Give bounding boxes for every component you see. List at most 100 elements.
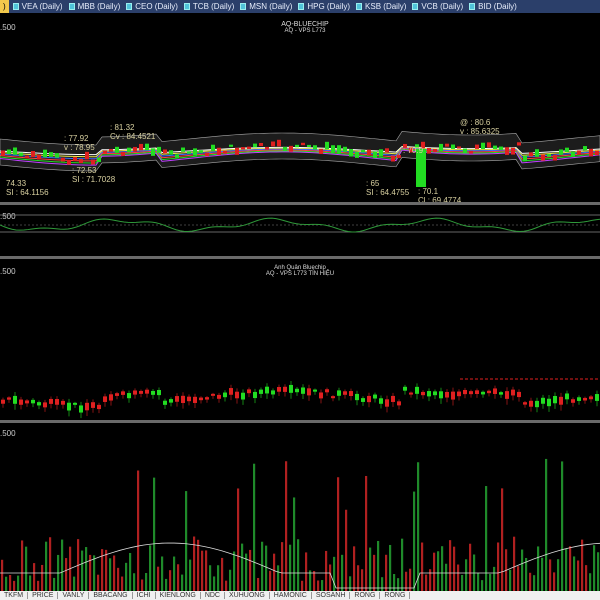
candle bbox=[181, 395, 185, 404]
candle bbox=[373, 151, 377, 159]
tab-label: MBB (Daily) bbox=[77, 2, 121, 11]
volume-bar bbox=[549, 559, 552, 591]
sheet-tab[interactable]: HAMONIC bbox=[270, 592, 312, 599]
volume-bar bbox=[353, 546, 356, 591]
tab-vcb[interactable]: VCB (Daily) bbox=[412, 2, 463, 11]
volume-bar bbox=[325, 550, 328, 591]
volume-bar bbox=[393, 574, 396, 591]
sheet-tab[interactable]: KIENLONG bbox=[156, 592, 201, 599]
candle bbox=[481, 142, 485, 150]
chart-icon bbox=[126, 3, 133, 10]
candle bbox=[571, 399, 575, 403]
tab-ceo[interactable]: CEO (Daily) bbox=[126, 2, 178, 11]
candle bbox=[49, 152, 53, 157]
pane-splitter[interactable] bbox=[0, 420, 600, 423]
candle bbox=[79, 158, 83, 164]
sheet-tab[interactable]: TKFM bbox=[0, 592, 29, 599]
volume-bar bbox=[465, 559, 468, 591]
sheet-tab[interactable]: XUHUONG bbox=[225, 592, 270, 599]
level-label: .500 bbox=[0, 267, 16, 276]
candle bbox=[583, 397, 587, 401]
volume-bar bbox=[233, 551, 236, 591]
candle bbox=[559, 396, 563, 405]
candle bbox=[361, 149, 365, 153]
candle bbox=[565, 147, 569, 153]
candle bbox=[259, 142, 263, 146]
volume-bar bbox=[501, 488, 504, 591]
volume-bar bbox=[121, 576, 124, 591]
candle bbox=[211, 393, 215, 396]
candle bbox=[397, 401, 401, 406]
volume-bar bbox=[221, 557, 224, 591]
sheet-tab[interactable]: PRICE bbox=[28, 592, 59, 599]
candle bbox=[523, 402, 527, 405]
candle bbox=[439, 391, 443, 399]
tab-bid[interactable]: BID (Daily) bbox=[469, 2, 517, 11]
sheet-tab[interactable]: NDC bbox=[201, 592, 225, 599]
volume-bar bbox=[453, 546, 456, 591]
tab-current[interactable]: ) bbox=[0, 0, 9, 13]
candle bbox=[7, 397, 11, 400]
tab-label: HPG (Daily) bbox=[307, 2, 351, 11]
candle bbox=[349, 149, 353, 157]
volume-bar bbox=[285, 461, 288, 591]
volume-bar bbox=[9, 574, 12, 591]
volume-bar bbox=[545, 458, 548, 591]
candle bbox=[13, 147, 17, 155]
tab-label: MSN (Daily) bbox=[249, 2, 293, 11]
volume-bar bbox=[541, 557, 544, 591]
volume-bar bbox=[289, 544, 292, 591]
volume-bar bbox=[21, 540, 24, 591]
sheet-tab-bar: TKFM PRICE VANLY BBACANG ICHI KIENLONG N… bbox=[0, 591, 600, 600]
volume-bar bbox=[337, 477, 340, 591]
volume-bar bbox=[569, 546, 572, 591]
volume-bar bbox=[425, 574, 428, 591]
volume-bar bbox=[585, 565, 588, 591]
price-pane[interactable]: .500 AQ-BLUECHIP AQ - VPS L773 74.33 SI : … bbox=[0, 13, 600, 205]
tab-tcb[interactable]: TCB (Daily) bbox=[183, 2, 234, 11]
sheet-tab[interactable]: RONG bbox=[350, 592, 381, 599]
candle bbox=[475, 144, 479, 149]
tab-hpg[interactable]: HPG (Daily) bbox=[298, 2, 350, 11]
candle bbox=[547, 153, 551, 157]
tab-mbb[interactable]: MBB (Daily) bbox=[68, 2, 121, 11]
volume-bar bbox=[25, 546, 28, 591]
sheet-tab[interactable]: RONG bbox=[380, 592, 411, 599]
pane-splitter[interactable] bbox=[0, 256, 600, 259]
candle bbox=[289, 384, 293, 393]
candle bbox=[361, 398, 365, 402]
candle bbox=[31, 151, 35, 158]
candle bbox=[169, 399, 173, 403]
oscillator-pane[interactable]: .500 bbox=[0, 205, 600, 256]
candle bbox=[115, 393, 119, 396]
sheet-tab[interactable]: VANLY bbox=[58, 592, 90, 599]
sheet-tab[interactable]: SOSANH bbox=[312, 592, 351, 599]
candle bbox=[577, 150, 581, 155]
pane-splitter[interactable] bbox=[0, 202, 600, 205]
candle bbox=[37, 402, 41, 406]
candle bbox=[19, 399, 23, 405]
candle bbox=[571, 151, 575, 157]
volume-pane[interactable]: .500 bbox=[0, 423, 600, 591]
volume-bar bbox=[345, 509, 348, 591]
candle bbox=[67, 402, 71, 411]
sheet-tab[interactable]: BBACANG bbox=[89, 592, 133, 599]
candle bbox=[421, 141, 425, 149]
volume-bar bbox=[509, 569, 512, 591]
volume-bar bbox=[133, 573, 136, 591]
candle bbox=[445, 391, 449, 398]
tab-msn[interactable]: MSN (Daily) bbox=[240, 2, 292, 11]
tab-vea[interactable]: VEA (Daily) bbox=[12, 2, 63, 11]
volume-bar bbox=[177, 564, 180, 591]
tab-ksb[interactable]: KSB (Daily) bbox=[356, 2, 406, 11]
volume-bar bbox=[81, 550, 84, 591]
volume-bar bbox=[557, 559, 560, 591]
volume-bar bbox=[413, 491, 416, 591]
volume-bar bbox=[481, 580, 484, 591]
candle bbox=[241, 392, 245, 400]
sheet-tab[interactable]: ICHI bbox=[133, 592, 156, 599]
candle bbox=[139, 143, 143, 151]
price-chart bbox=[0, 131, 600, 187]
candle bbox=[97, 157, 101, 163]
signal-pane[interactable]: .500 Anh Quân Bluechip AQ - VPS L773 TÍN … bbox=[0, 259, 600, 420]
